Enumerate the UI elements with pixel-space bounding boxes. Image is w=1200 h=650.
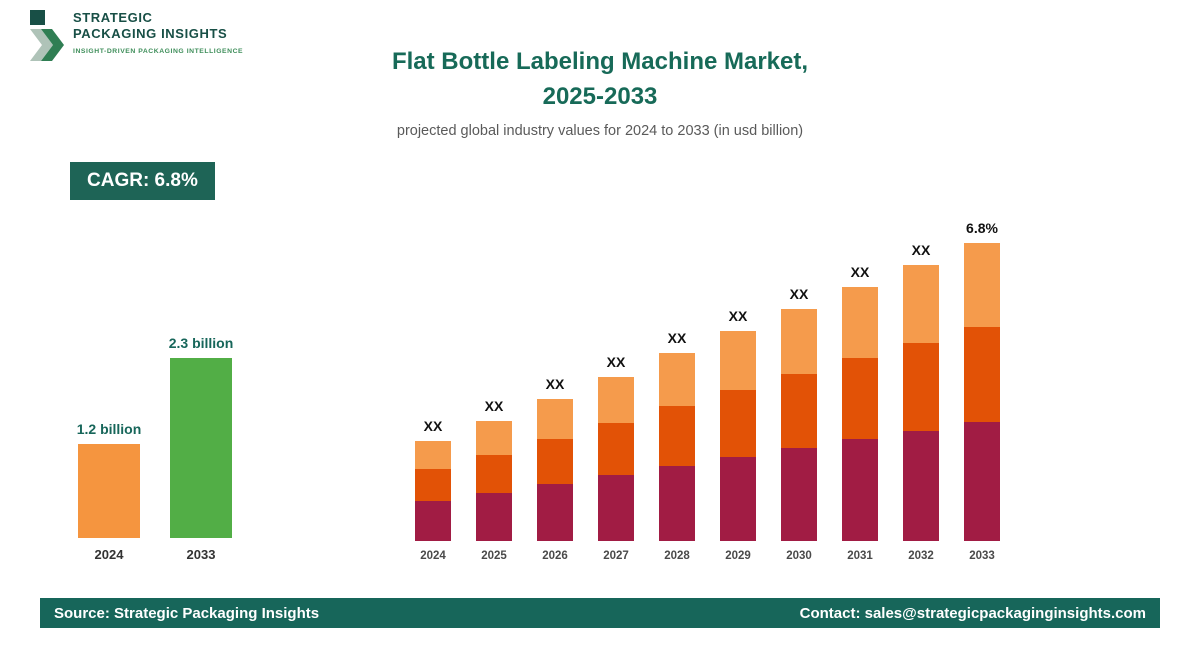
stacked-bar — [964, 243, 1000, 541]
bar-value-label: XX — [484, 398, 504, 414]
bar-value-label: 6.8% — [966, 220, 998, 236]
footer-contact: Contact: sales@strategicpackaginginsight… — [799, 604, 1146, 622]
comparison-chart: 1.2 billion 2024 2.3 billion 2033 — [76, 335, 234, 562]
stacked-bar — [842, 287, 878, 541]
stacked-bar-chart: XX 2024 XX 2025 XX 2026 XX 2027 XX 2028 XX 2029 XX 20… — [415, 220, 1000, 562]
stacked-bar — [903, 265, 939, 541]
stacked-bar-group: XX 2032 — [903, 242, 939, 562]
segment-top — [537, 399, 573, 439]
segment-middle — [598, 423, 634, 475]
segment-top — [476, 421, 512, 455]
comparison-bar — [170, 358, 232, 538]
segment-top — [598, 377, 634, 423]
comparison-value-label: 1.2 billion — [76, 421, 142, 437]
bar-value-label: XX — [850, 264, 870, 280]
bar-value-label: XX — [667, 330, 687, 346]
segment-bottom — [659, 466, 695, 541]
stacked-bar-group: 6.8% 2033 — [964, 220, 1000, 562]
bar-value-label: XX — [423, 418, 443, 434]
comparison-value-label: 2.3 billion — [168, 335, 234, 351]
segment-bottom — [903, 431, 939, 541]
segment-bottom — [781, 448, 817, 541]
segment-middle — [720, 390, 756, 457]
footer-source: Source: Strategic Packaging Insights — [54, 604, 320, 622]
segment-top — [781, 309, 817, 374]
segment-top — [964, 243, 1000, 327]
page-title-line2: 2025-2033 — [542, 82, 658, 110]
stacked-bar-group: XX 2028 — [659, 330, 695, 562]
comparison-bar-group: 2.3 billion 2033 — [168, 335, 234, 562]
segment-middle — [415, 469, 451, 501]
stacked-bar — [781, 309, 817, 541]
brand-name-line1: STRATEGIC — [73, 10, 153, 25]
axis-year-label: 2025 — [481, 550, 507, 562]
segment-bottom — [598, 475, 634, 541]
bar-value-label: XX — [606, 354, 626, 370]
segment-middle — [537, 439, 573, 484]
brand-mark-icon — [30, 10, 64, 69]
bar-value-label: XX — [789, 286, 809, 302]
bar-value-label: XX — [911, 242, 931, 258]
axis-year-label: 2028 — [664, 550, 690, 562]
chart-header: Flat Bottle Labeling Machine Market, 202… — [0, 45, 1200, 139]
stacked-bar-group: XX 2024 — [415, 418, 451, 562]
footer-bar: Source: Strategic Packaging Insights Con… — [40, 598, 1160, 628]
comparison-year-label: 2024 — [94, 547, 124, 562]
segment-middle — [903, 343, 939, 431]
segment-top — [903, 265, 939, 343]
segment-middle — [964, 327, 1000, 422]
segment-bottom — [476, 493, 512, 541]
brand-text: STRATEGIC PACKAGING INSIGHTS INSIGHT-DRI… — [73, 10, 243, 55]
stacked-bar-group: XX 2029 — [720, 308, 756, 562]
segment-bottom — [415, 501, 451, 541]
stacked-bar — [720, 331, 756, 541]
segment-middle — [476, 455, 512, 493]
segment-bottom — [537, 484, 573, 541]
segment-middle — [842, 358, 878, 439]
bar-value-label: XX — [728, 308, 748, 324]
comparison-bar — [78, 444, 140, 538]
segment-middle — [781, 374, 817, 448]
axis-year-label: 2024 — [420, 550, 446, 562]
comparison-bar-group: 1.2 billion 2024 — [76, 421, 142, 562]
stacked-bar — [598, 377, 634, 541]
stacked-bar-group: XX 2031 — [842, 264, 878, 562]
axis-year-label: 2027 — [603, 550, 629, 562]
axis-year-label: 2031 — [847, 550, 873, 562]
stacked-bar — [659, 353, 695, 541]
brand-name-line2: PACKAGING INSIGHTS — [73, 26, 228, 42]
stacked-bar — [537, 399, 573, 541]
page-subtitle: projected global industry values for 202… — [396, 122, 804, 139]
bar-value-label: XX — [545, 376, 565, 392]
cagr-badge: CAGR: 6.8% — [70, 162, 215, 200]
segment-bottom — [720, 457, 756, 541]
segment-middle — [659, 406, 695, 466]
segment-top — [659, 353, 695, 406]
stacked-bar-group: XX 2026 — [537, 376, 573, 562]
segment-top — [415, 441, 451, 469]
axis-year-label: 2033 — [969, 550, 995, 562]
segment-bottom — [964, 422, 1000, 541]
segment-top — [720, 331, 756, 390]
page-title-line1: Flat Bottle Labeling Machine Market, — [391, 48, 809, 75]
stacked-bar-group: XX 2030 — [781, 286, 817, 562]
axis-year-label: 2029 — [725, 550, 751, 562]
stacked-bar-group: XX 2027 — [598, 354, 634, 562]
stacked-bar — [476, 421, 512, 541]
axis-year-label: 2026 — [542, 550, 568, 562]
segment-bottom — [842, 439, 878, 541]
stacked-bar-group: XX 2025 — [476, 398, 512, 562]
axis-year-label: 2030 — [786, 550, 812, 562]
brand-tagline: INSIGHT-DRIVEN PACKAGING INTELLIGENCE — [73, 47, 244, 55]
axis-year-label: 2032 — [908, 550, 934, 562]
brand-logo: STRATEGIC PACKAGING INSIGHTS INSIGHT-DRI… — [30, 10, 243, 69]
comparison-year-label: 2033 — [186, 547, 216, 562]
segment-top — [842, 287, 878, 358]
stacked-bar — [415, 441, 451, 541]
